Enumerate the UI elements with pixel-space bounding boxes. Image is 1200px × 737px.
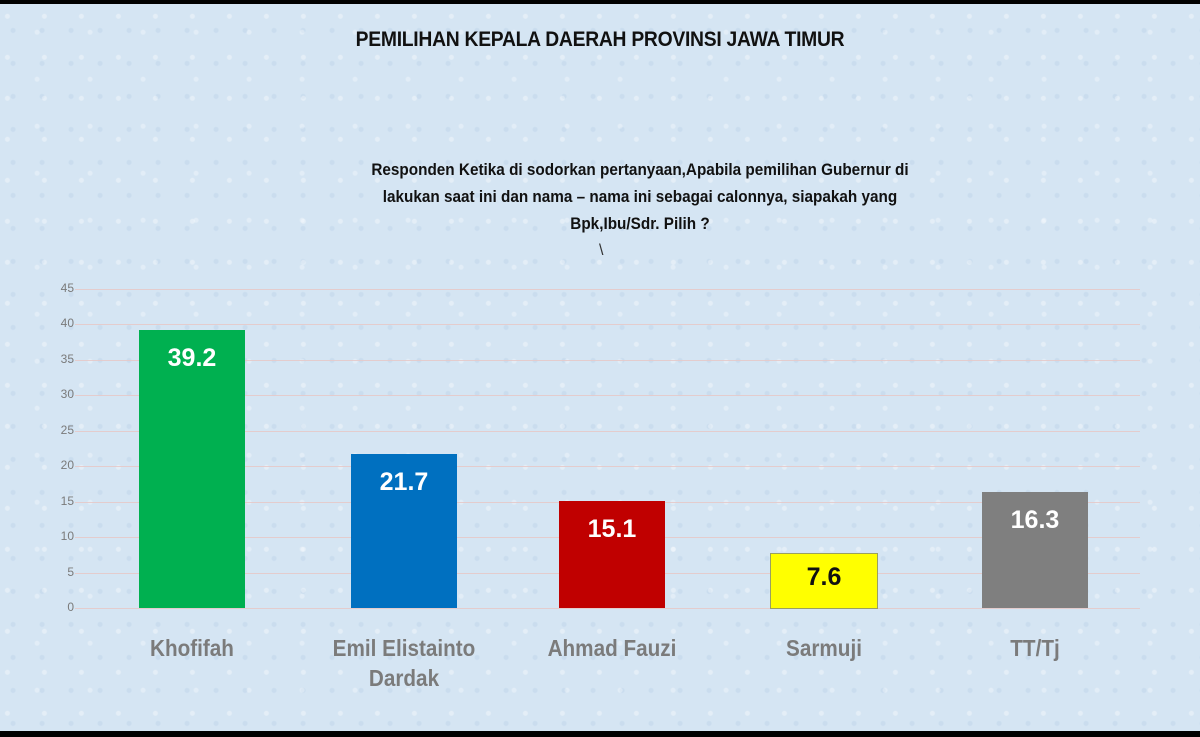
bar-value-label: 16.3 <box>1010 506 1060 534</box>
y-tick-label: 20 <box>60 458 74 472</box>
x-category-label: TT/Tj <box>1010 635 1060 661</box>
y-tick-label: 45 <box>60 281 74 295</box>
stray-mark: \ <box>599 242 604 259</box>
bar-value-label: 15.1 <box>587 515 637 543</box>
gridline <box>75 289 1140 290</box>
chart-subtitle: Responden Ketika di sodorkan pertanyaan,… <box>298 156 982 237</box>
subtitle-line: Bpk,Ibu/Sdr. Pilih ? <box>570 214 710 233</box>
gridline <box>75 608 1140 609</box>
bar: 21.7 <box>351 454 457 608</box>
y-tick-label: 35 <box>60 352 74 366</box>
y-tick-label: 40 <box>60 316 74 330</box>
y-tick-label: 30 <box>60 387 74 401</box>
gridline <box>75 466 1140 467</box>
bar: 7.6 <box>770 553 878 609</box>
x-category-label: Sarmuji <box>786 635 862 661</box>
y-tick-label: 0 <box>67 600 74 614</box>
y-tick-label: 25 <box>60 423 74 437</box>
subtitle-line: lakukan saat ini dan nama – nama ini seb… <box>382 187 898 206</box>
subtitle-line: Responden Ketika di sodorkan pertanyaan,… <box>371 160 909 179</box>
y-tick-label: 15 <box>60 494 74 508</box>
slide-background <box>0 4 1200 731</box>
x-category-label: Khofifah <box>150 635 234 661</box>
bar-value-label: 7.6 <box>806 563 842 591</box>
x-category-label: Ahmad Fauzi <box>547 635 677 661</box>
bar: 39.2 <box>139 330 245 608</box>
gridline <box>75 395 1140 396</box>
gridline <box>75 431 1140 432</box>
y-tick-label: 5 <box>67 565 74 579</box>
bar: 15.1 <box>559 501 665 608</box>
chart-title: PEMILIHAN KEPALA DAERAH PROVINSI JAWA TI… <box>355 28 845 51</box>
bar-value-label: 39.2 <box>167 344 217 372</box>
x-category-label: Emil Elistainto Dardak <box>332 635 476 691</box>
gridline <box>75 324 1140 325</box>
gridline <box>75 360 1140 361</box>
bar-value-label: 21.7 <box>379 468 429 496</box>
y-tick-label: 10 <box>60 529 74 543</box>
bar: 16.3 <box>982 492 1088 608</box>
